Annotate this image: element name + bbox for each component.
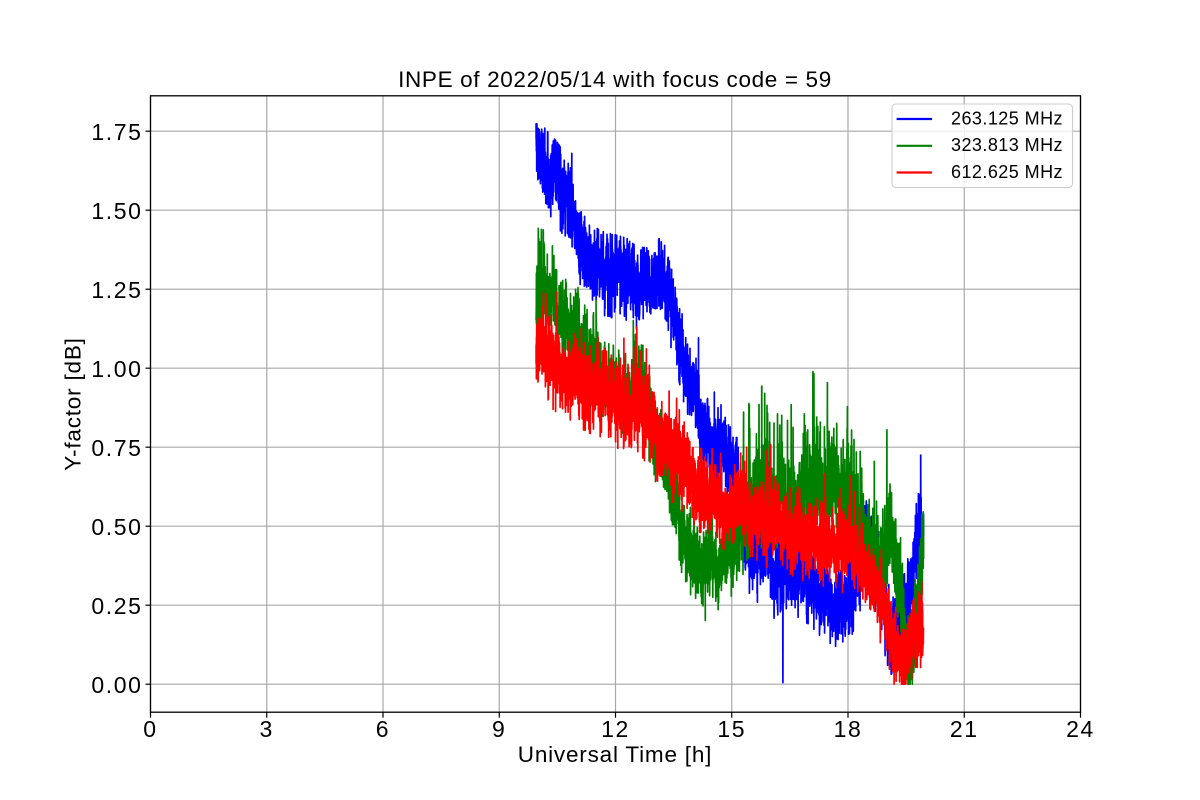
svg-text:612.625 MHz: 612.625 MHz: [951, 162, 1063, 182]
svg-text:0.00: 0.00: [91, 672, 142, 698]
svg-text:15: 15: [717, 716, 746, 742]
svg-text:1.00: 1.00: [91, 356, 142, 382]
svg-text:21: 21: [950, 716, 979, 742]
svg-text:18: 18: [834, 716, 863, 742]
svg-text:1.50: 1.50: [91, 198, 142, 224]
svg-text:12: 12: [601, 716, 630, 742]
svg-text:263.125 MHz: 263.125 MHz: [951, 108, 1063, 128]
svg-text:24: 24: [1066, 716, 1095, 742]
svg-text:9: 9: [492, 716, 506, 742]
svg-text:Universal Time [h]: Universal Time [h]: [518, 742, 712, 767]
svg-text:3: 3: [260, 716, 274, 742]
svg-text:Y-factor [dB]: Y-factor [dB]: [61, 337, 86, 470]
svg-text:INPE of 2022/05/14 with focus: INPE of 2022/05/14 with focus code = 59: [398, 67, 832, 92]
svg-text:0.25: 0.25: [91, 593, 142, 619]
svg-text:0.50: 0.50: [91, 514, 142, 540]
svg-text:1.75: 1.75: [91, 119, 142, 145]
svg-text:1.25: 1.25: [91, 277, 142, 303]
svg-text:6: 6: [376, 716, 390, 742]
svg-text:0.75: 0.75: [91, 435, 142, 461]
svg-text:323.813 MHz: 323.813 MHz: [951, 135, 1063, 155]
svg-text:0: 0: [143, 716, 157, 742]
